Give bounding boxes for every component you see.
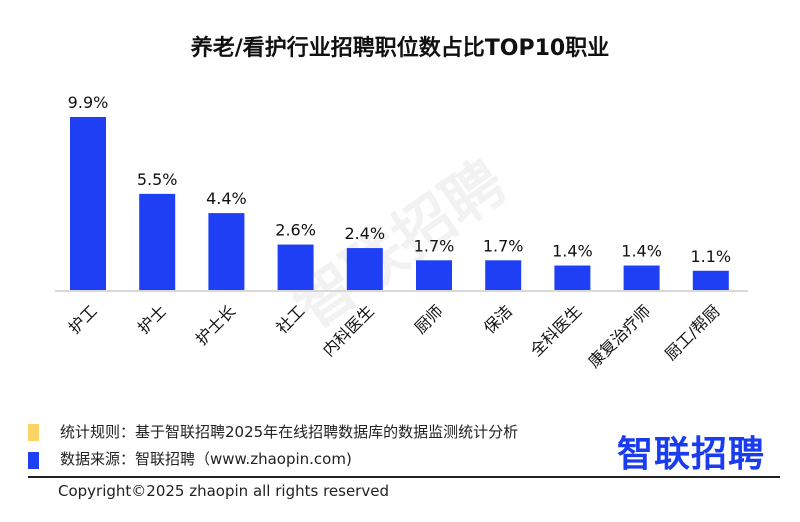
- category-label-5: 厨师: [411, 301, 447, 337]
- category-label-1: 护士: [134, 301, 170, 337]
- bar-5: [416, 260, 452, 290]
- category-label-7: 全科医生: [527, 301, 586, 360]
- data-label-3: 2.6%: [275, 221, 316, 240]
- bar-0: [70, 117, 106, 290]
- bar-4: [346, 248, 383, 290]
- data-label-2: 4.4%: [206, 189, 247, 208]
- divider: [28, 476, 780, 478]
- note-rule: 统计规则：基于智联招聘2025年在线招聘数据库的数据监测统计分析: [60, 423, 519, 441]
- bar-3: [277, 244, 314, 290]
- copyright: Copyright©2025 zhaopin all rights reserv…: [58, 482, 389, 500]
- data-label-1: 5.5%: [137, 170, 178, 189]
- bar-8: [623, 265, 660, 290]
- zhaopin-logo: 智联招聘: [617, 434, 766, 475]
- note-source: 数据来源：智联招聘（www.zhaopin.com): [60, 450, 352, 468]
- chart-title: 养老/看护行业招聘职位数占比TOP10职业: [190, 36, 610, 61]
- bar-2: [208, 213, 245, 290]
- bar-7: [554, 265, 591, 290]
- bar-chart: 智联招聘 9.9%护工5.5%护士4.4%护士长2.6%社工2.4%内科医生1.…: [55, 93, 748, 371]
- bar-9: [692, 270, 729, 290]
- note-swatch-blue: [28, 452, 39, 469]
- data-label-5: 1.7%: [414, 236, 455, 255]
- data-label-8: 1.4%: [621, 242, 662, 261]
- data-label-7: 1.4%: [552, 242, 593, 261]
- data-label-9: 1.1%: [690, 247, 731, 266]
- category-label-6: 保洁: [480, 301, 516, 337]
- bar-1: [139, 193, 176, 290]
- data-label-0: 9.9%: [68, 93, 109, 112]
- category-label-2: 护士长: [192, 301, 239, 348]
- note-swatch-yellow: [28, 424, 39, 441]
- bar-6: [485, 260, 522, 290]
- category-label-0: 护工: [65, 301, 101, 337]
- data-label-4: 2.4%: [344, 224, 385, 243]
- data-label-6: 1.7%: [483, 236, 524, 255]
- category-label-9: 厨工/帮厨: [661, 301, 724, 364]
- category-label-8: 康复治疗师: [584, 301, 654, 371]
